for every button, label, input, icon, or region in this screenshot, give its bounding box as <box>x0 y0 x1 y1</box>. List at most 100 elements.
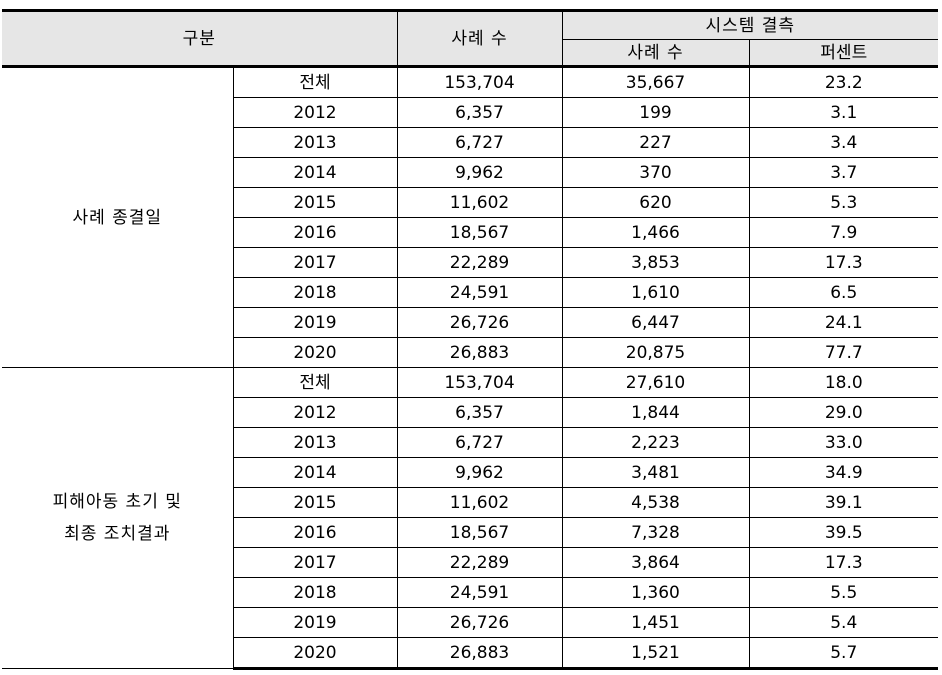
header-category: 구분 <box>2 9 398 68</box>
cases-cell: 6,727 <box>396 127 563 158</box>
percent-cell: 5.4 <box>748 607 939 638</box>
missing-cases-cell: 7,328 <box>561 517 750 548</box>
header-missing-cases: 사례 수 <box>561 39 750 68</box>
year-cell: 2020 <box>232 637 398 670</box>
table-row: 2019 26,726 6,447 24.1 <box>2 307 939 338</box>
year-cell: 2016 <box>232 517 398 548</box>
missing-cases-cell: 20,875 <box>561 337 750 368</box>
percent-cell: 17.3 <box>748 547 939 578</box>
table-row: 2016 18,567 7,328 39.5 <box>2 517 939 548</box>
year-cell: 2018 <box>232 277 398 308</box>
year-cell: 2019 <box>232 307 398 338</box>
year-cell: 2013 <box>232 127 398 158</box>
percent-cell: 3.4 <box>748 127 939 158</box>
table-row: 2012 6,357 199 3.1 <box>2 97 939 128</box>
table-body: 사례 종결일 전체 153,704 35,667 23.2 2012 6,357 199 3.1… <box>2 66 939 670</box>
table-row: 2012 6,357 1,844 29.0 <box>2 397 939 428</box>
missing-cases-cell: 1,521 <box>561 637 750 670</box>
cases-cell: 11,602 <box>396 487 563 518</box>
percent-cell: 39.1 <box>748 487 939 518</box>
group-label-line: 최종 조치결과 <box>64 524 171 544</box>
cases-cell: 6,727 <box>396 427 563 458</box>
cases-cell: 153,704 <box>396 367 563 398</box>
year-cell: 2019 <box>232 607 398 638</box>
missing-cases-cell: 1,360 <box>561 577 750 608</box>
percent-cell: 77.7 <box>748 337 939 368</box>
percent-cell: 7.9 <box>748 217 939 248</box>
percent-cell: 23.2 <box>748 66 939 98</box>
percent-cell: 3.1 <box>748 97 939 128</box>
missing-cases-cell: 370 <box>561 157 750 188</box>
missing-cases-cell: 1,610 <box>561 277 750 308</box>
cases-cell: 6,357 <box>396 97 563 128</box>
missing-cases-cell: 27,610 <box>561 367 750 398</box>
table-row: 2020 26,883 20,875 77.7 <box>2 337 939 368</box>
year-cell: 2015 <box>232 187 398 218</box>
year-cell: 2015 <box>232 487 398 518</box>
cases-cell: 18,567 <box>396 217 563 248</box>
year-cell: 2018 <box>232 577 398 608</box>
cases-cell: 26,883 <box>396 337 563 368</box>
percent-cell: 5.5 <box>748 577 939 608</box>
cases-cell: 9,962 <box>396 457 563 488</box>
percent-cell: 33.0 <box>748 427 939 458</box>
group-label-line: 사례 종결일 <box>72 207 163 228</box>
year-cell: 전체 <box>232 66 398 98</box>
table-row: 피해아동 초기 및 최종 조치결과 전체 153,704 27,610 18.0 <box>2 367 939 669</box>
cases-cell: 9,962 <box>396 157 563 188</box>
percent-cell: 5.7 <box>748 637 939 670</box>
percent-cell: 3.7 <box>748 157 939 188</box>
cases-cell: 22,289 <box>396 247 563 278</box>
cases-cell: 6,357 <box>396 397 563 428</box>
percent-cell: 34.9 <box>748 457 939 488</box>
missing-cases-cell: 4,538 <box>561 487 750 518</box>
missing-cases-cell: 3,481 <box>561 457 750 488</box>
missing-cases-cell: 620 <box>561 187 750 218</box>
header-cases: 사례 수 <box>396 9 563 68</box>
group-label-line: 피해아동 초기 및 <box>52 492 182 512</box>
percent-cell: 6.5 <box>748 277 939 308</box>
year-cell: 2014 <box>232 457 398 488</box>
missing-cases-cell: 227 <box>561 127 750 158</box>
header-missing: 시스템 결측 <box>561 9 939 40</box>
missing-cases-cell: 1,451 <box>561 607 750 638</box>
cases-cell: 18,567 <box>396 517 563 548</box>
percent-cell: 24.1 <box>748 307 939 338</box>
percent-cell: 39.5 <box>748 517 939 548</box>
missing-data-table: 구분 사례 수 시스템 결측 사례 수 퍼센트 사례 종결일 전체 153,704 3… <box>2 9 939 670</box>
table-row: 2017 22,289 3,864 17.3 <box>2 547 939 578</box>
cases-cell: 26,883 <box>396 637 563 670</box>
cases-cell: 22,289 <box>396 547 563 578</box>
missing-cases-cell: 3,853 <box>561 247 750 278</box>
cases-cell: 153,704 <box>396 66 563 98</box>
year-cell: 2016 <box>232 217 398 248</box>
table-row: 사례 종결일 전체 153,704 35,667 23.2 <box>2 66 939 368</box>
missing-cases-cell: 1,466 <box>561 217 750 248</box>
year-cell: 2013 <box>232 427 398 458</box>
cases-cell: 26,726 <box>396 607 563 638</box>
year-cell: 2020 <box>232 337 398 368</box>
cases-cell: 26,726 <box>396 307 563 338</box>
header-percent: 퍼센트 <box>748 39 939 68</box>
missing-cases-cell: 2,223 <box>561 427 750 458</box>
table-row: 2016 18,567 1,466 7.9 <box>2 217 939 248</box>
table-row: 2020 26,883 1,521 5.7 <box>2 637 939 670</box>
missing-cases-cell: 6,447 <box>561 307 750 338</box>
table-row: 2015 11,602 4,538 39.1 <box>2 487 939 518</box>
year-cell: 2012 <box>232 397 398 428</box>
table-row: 2013 6,727 2,223 33.0 <box>2 427 939 458</box>
cases-cell: 24,591 <box>396 277 563 308</box>
missing-cases-cell: 1,844 <box>561 397 750 428</box>
year-cell: 2017 <box>232 247 398 278</box>
year-cell: 2017 <box>232 547 398 578</box>
table-row: 2019 26,726 1,451 5.4 <box>2 607 939 638</box>
percent-cell: 17.3 <box>748 247 939 278</box>
table-row: 2014 9,962 3,481 34.9 <box>2 457 939 488</box>
year-cell: 2012 <box>232 97 398 128</box>
cases-cell: 24,591 <box>396 577 563 608</box>
missing-cases-cell: 3,864 <box>561 547 750 578</box>
missing-cases-cell: 35,667 <box>561 66 750 98</box>
percent-cell: 29.0 <box>748 397 939 428</box>
cases-cell: 11,602 <box>396 187 563 218</box>
